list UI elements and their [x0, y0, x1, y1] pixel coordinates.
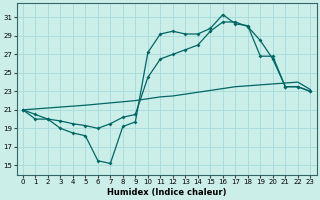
X-axis label: Humidex (Indice chaleur): Humidex (Indice chaleur): [107, 188, 226, 197]
